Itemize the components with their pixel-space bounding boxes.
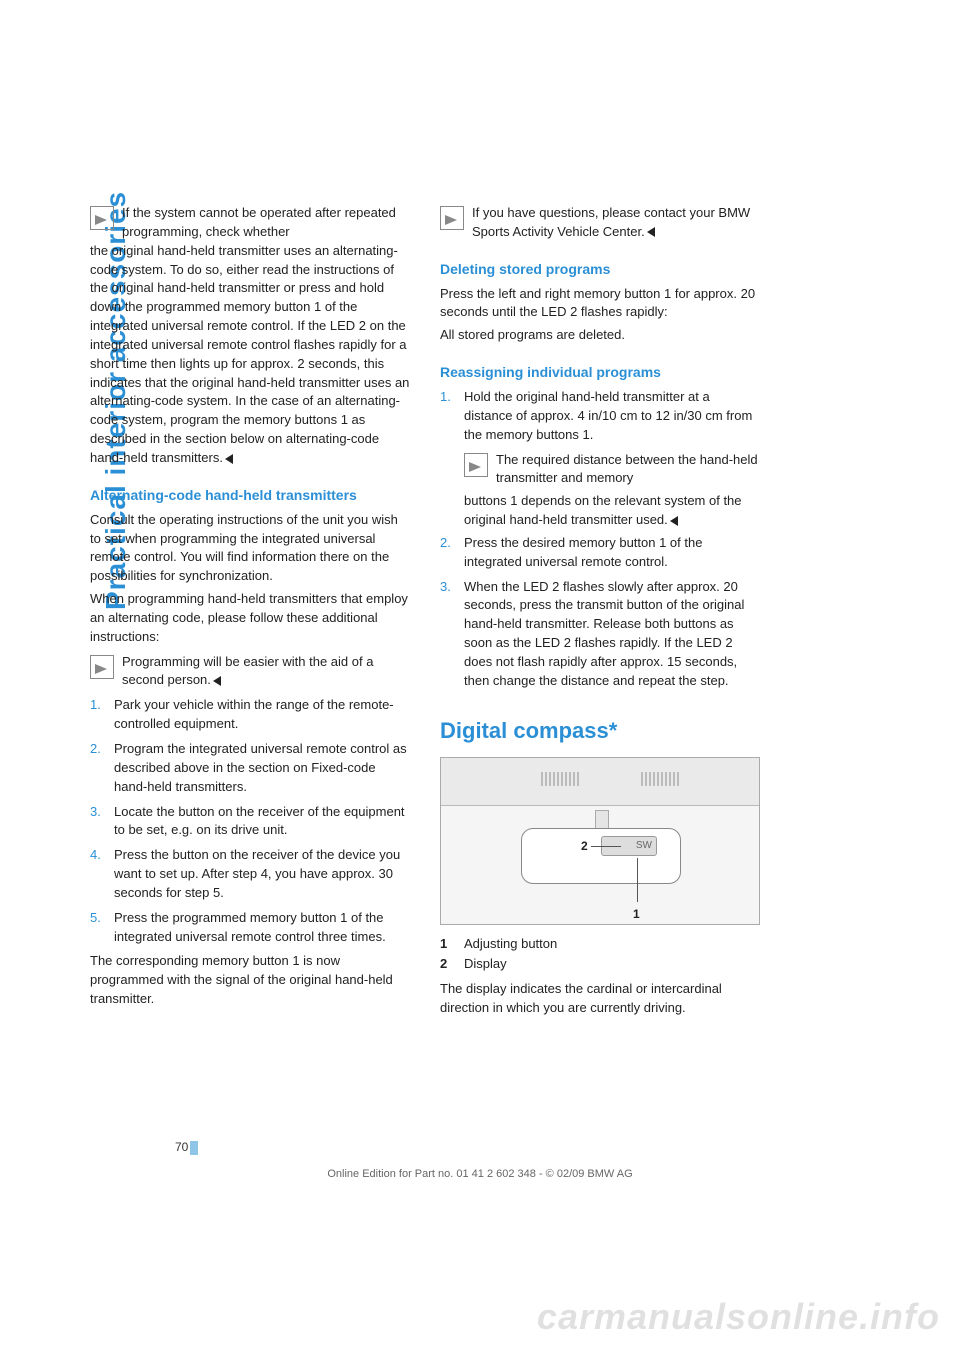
step-item: 5.Press the programmed memory button 1 o… (90, 909, 410, 947)
para-compass-desc: The display indicates the cardinal or in… (440, 980, 760, 1018)
step-item: 2.Press the desired memory button 1 of t… (440, 534, 760, 572)
note-icon (464, 453, 488, 477)
figure-stem (595, 810, 609, 830)
para-delete: Press the left and right memory button 1… (440, 285, 760, 323)
figure-label-1: 1 (633, 906, 640, 923)
left-column: If the system cannot be operated after r… (90, 204, 410, 1022)
step-number: 3. (440, 578, 456, 691)
step-item: 1.Park your vehicle within the range of … (90, 696, 410, 734)
note-contact: If you have questions, please contact yo… (440, 204, 760, 242)
step-text: Program the integrated universal remote … (114, 740, 410, 797)
figure-label-2: 2 (581, 838, 588, 855)
legend-num: 2 (440, 955, 456, 974)
end-marker-icon (225, 454, 233, 464)
step-text: Hold the original hand-held transmitter … (464, 388, 760, 445)
heading-digital-compass: Digital compass* (440, 715, 760, 747)
figure-vent (541, 772, 581, 786)
step-text: When the LED 2 flashes slowly after appr… (464, 578, 760, 691)
para-when-programming: When programming hand-held transmitters … (90, 590, 410, 647)
step-item: 3.Locate the button on the receiver of t… (90, 803, 410, 841)
step-item: 1.Hold the original hand-held transmitte… (440, 388, 760, 445)
note-icon (90, 206, 114, 230)
step-text: Locate the button on the receiver of the… (114, 803, 410, 841)
figure-roof (441, 758, 759, 806)
note-alternating-check: If the system cannot be operated after r… (90, 204, 410, 242)
heading-deleting: Deleting stored programs (440, 260, 760, 279)
heading-reassigning: Reassigning individual programs (440, 363, 760, 382)
compass-figure: SW 2 1 (440, 757, 760, 925)
page-tab-icon (190, 1141, 198, 1155)
legend-text: Display (464, 955, 507, 974)
note-continuation: buttons 1 depends on the relevant system… (464, 492, 760, 530)
step-text: Press the desired memory button 1 of the… (464, 534, 760, 572)
end-marker-icon (213, 676, 221, 686)
reassign-steps-cont: 2.Press the desired memory button 1 of t… (440, 534, 760, 691)
step-number: 3. (90, 803, 106, 841)
page-content: If the system cannot be operated after r… (90, 0, 920, 1022)
note-text: Programming will be easier with the aid … (122, 653, 410, 691)
footer-text: Online Edition for Part no. 01 41 2 602 … (0, 1168, 960, 1180)
note-continuation: the original hand-held transmitter uses … (90, 242, 410, 468)
heading-alternating: Alternating-code hand-held transmitters (90, 486, 410, 505)
note-text: If the system cannot be operated after r… (122, 204, 410, 242)
step-item: 3.When the LED 2 flashes slowly after ap… (440, 578, 760, 691)
step-item: 2.Program the integrated universal remot… (90, 740, 410, 797)
legend-num: 1 (440, 935, 456, 954)
para-delete2: All stored programs are deleted. (440, 326, 760, 345)
step-number: 4. (90, 846, 106, 903)
watermark: carmanualsonline.info (537, 1296, 940, 1338)
figure-leader-1 (637, 858, 638, 902)
step-number: 2. (440, 534, 456, 572)
end-marker-icon (647, 227, 655, 237)
legend-row: 2 Display (440, 955, 760, 974)
step-item: 4.Press the button on the receiver of th… (90, 846, 410, 903)
steps-list: 1.Park your vehicle within the range of … (90, 696, 410, 946)
legend-row: 1 Adjusting button (440, 935, 760, 954)
end-marker-icon (670, 516, 678, 526)
note-distance: The required distance between the hand-h… (464, 451, 760, 489)
note-icon (90, 655, 114, 679)
page-number: 70 (175, 1140, 198, 1155)
figure-vent (641, 772, 681, 786)
right-column: If you have questions, please contact yo… (440, 204, 760, 1022)
note-text: If you have questions, please contact yo… (472, 204, 760, 242)
step-number: 1. (440, 388, 456, 445)
legend-text: Adjusting button (464, 935, 557, 954)
step-text: Park your vehicle within the range of th… (114, 696, 410, 734)
step-number: 5. (90, 909, 106, 947)
para-consult: Consult the operating instructions of th… (90, 511, 410, 586)
reassign-steps: 1.Hold the original hand-held transmitte… (440, 388, 760, 445)
step-number: 1. (90, 696, 106, 734)
note-text: The required distance between the hand-h… (496, 451, 760, 489)
para-corresponding: The corresponding memory button 1 is now… (90, 952, 410, 1009)
step-text: Press the button on the receiver of the … (114, 846, 410, 903)
note-second-person: Programming will be easier with the aid … (90, 653, 410, 691)
note-icon (440, 206, 464, 230)
step-number: 2. (90, 740, 106, 797)
step-text: Press the programmed memory button 1 of … (114, 909, 410, 947)
figure-leader-2 (591, 846, 621, 847)
